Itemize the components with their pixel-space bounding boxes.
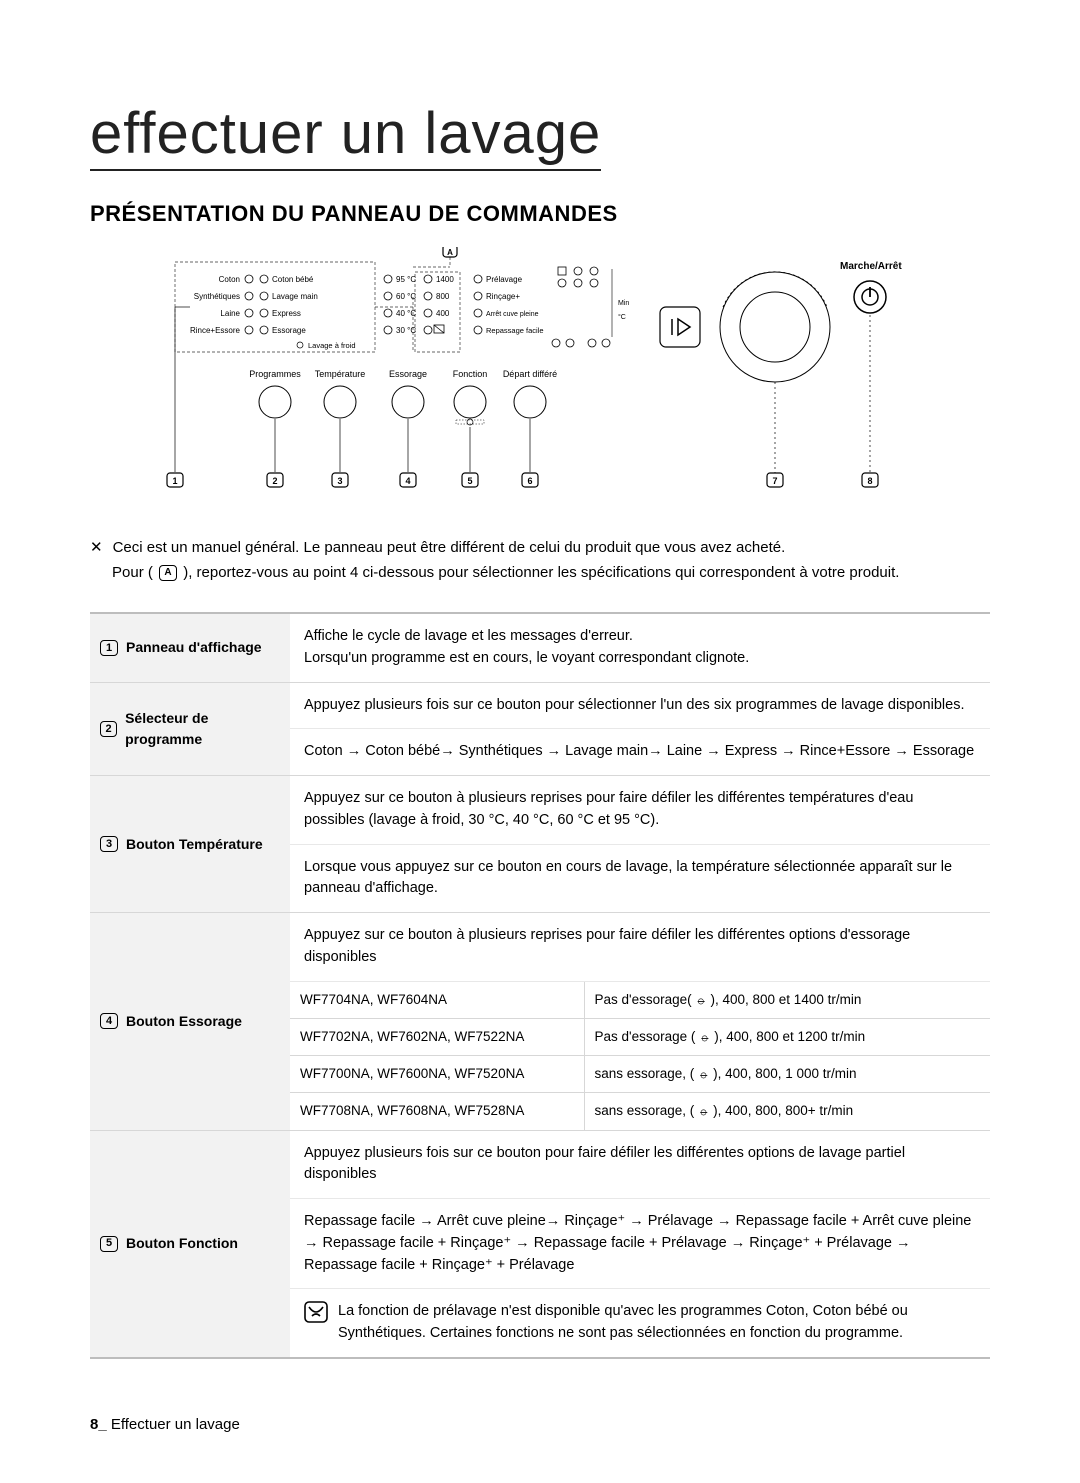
row-desc: Appuyez plusieurs fois sur ce bouton pou…	[290, 683, 990, 730]
note-icon	[304, 1301, 328, 1323]
svg-text:60 °C: 60 °C	[396, 292, 416, 301]
svg-text:3: 3	[337, 476, 342, 486]
svg-text:5: 5	[467, 476, 472, 486]
svg-text:95 °C: 95 °C	[396, 275, 416, 284]
page: effectuer un lavage PRÉSENTATION DU PANN…	[0, 0, 1080, 1483]
controls-table: 1 Panneau d'affichage Affiche le cycle d…	[90, 612, 990, 1359]
row-number: 4	[100, 1013, 118, 1029]
row-label: Sélecteur de programme	[125, 708, 280, 750]
svg-text:400: 400	[436, 309, 450, 318]
panel-note: ✕ Ceci est un manuel général. Le panneau…	[90, 537, 990, 584]
row-desc: Lorsque vous appuyez sur ce bouton en co…	[290, 845, 990, 913]
svg-text:°C: °C	[618, 313, 626, 321]
spin-models-table: WF7704NA, WF7604NAPas d'essorage( ⦵ ), 4…	[290, 982, 990, 1130]
table-row: 4 Bouton Essorage Appuyez sur ce bouton …	[90, 913, 990, 1131]
spin-cell: sans essorage, ( ⦵ ), 400, 800, 800+ tr/…	[584, 1093, 990, 1130]
svg-text:Lavage à froid: Lavage à froid	[308, 341, 356, 350]
svg-text:A: A	[447, 248, 453, 257]
svg-text:Laine: Laine	[220, 309, 240, 318]
row-desc: Affiche le cycle de lavage et les messag…	[290, 614, 990, 682]
svg-text:800: 800	[436, 292, 450, 301]
svg-text:Express: Express	[272, 309, 301, 318]
page-title: effectuer un lavage	[90, 100, 601, 171]
row-number: 5	[100, 1236, 118, 1252]
spin-cell: Pas d'essorage ( ⦵ ), 400, 800 et 1200 t…	[584, 1018, 990, 1055]
section-heading: PRÉSENTATION DU PANNEAU DE COMMANDES	[90, 201, 990, 227]
svg-text:8: 8	[867, 476, 872, 486]
svg-text:1: 1	[172, 476, 177, 486]
footer-text: Effectuer un lavage	[111, 1416, 240, 1433]
row-label: Bouton Essorage	[126, 1011, 242, 1032]
model-cell: WF7704NA, WF7604NA	[290, 982, 584, 1019]
row-label: Bouton Température	[126, 834, 263, 855]
svg-text:Essorage: Essorage	[272, 326, 306, 335]
control-panel-diagram: A Marche/Arrêt Coton Synthétiques Laine …	[90, 247, 990, 507]
svg-text:Prélavage: Prélavage	[486, 275, 523, 284]
svg-text:2: 2	[272, 476, 277, 486]
svg-text:Essorage: Essorage	[389, 369, 427, 379]
spin-cell: Pas d'essorage( ⦵ ), 400, 800 et 1400 tr…	[584, 982, 990, 1019]
row-label: Panneau d'affichage	[126, 637, 262, 658]
svg-text:Rince+Essore: Rince+Essore	[190, 326, 241, 335]
row-number: 1	[100, 640, 118, 656]
row-number: 2	[100, 721, 117, 737]
bullet-icon: ✕	[90, 537, 103, 560]
svg-text:4: 4	[405, 476, 410, 486]
row-desc: Appuyez sur ce bouton à plusieurs repris…	[290, 913, 990, 982]
tip-row: La fonction de prélavage n'est disponibl…	[304, 1301, 976, 1345]
svg-text:Lavage main: Lavage main	[272, 292, 318, 301]
model-cell: WF7700NA, WF7600NA, WF7520NA	[290, 1056, 584, 1093]
table-row: 5 Bouton Fonction Appuyez plusieurs fois…	[90, 1131, 990, 1357]
svg-text:Arrêt cuve pleine: Arrêt cuve pleine	[486, 311, 539, 318]
svg-text:Min: Min	[618, 300, 629, 307]
svg-text:Repassage facile: Repassage facile	[486, 326, 544, 335]
svg-text:Température: Température	[315, 369, 366, 379]
svg-text:Départ différé: Départ différé	[503, 369, 557, 379]
row-number: 3	[100, 836, 118, 852]
letter-a-box: A	[159, 565, 177, 581]
row-desc: Coton → Coton bébé→ Synthétiques → Lavag…	[290, 729, 990, 775]
svg-text:Fonction: Fonction	[453, 369, 488, 379]
table-row: 3 Bouton Température Appuyez sur ce bout…	[90, 776, 990, 913]
svg-text:Coton bébé: Coton bébé	[272, 275, 314, 284]
table-row: 2 Sélecteur de programme Appuyez plusieu…	[90, 683, 990, 777]
spin-cell: sans essorage, ( ⦵ ), 400, 800, 1 000 tr…	[584, 1056, 990, 1093]
page-footer: 8_ Effectuer un lavage	[90, 1416, 240, 1433]
svg-text:6: 6	[527, 476, 532, 486]
svg-text:40 °C: 40 °C	[396, 309, 416, 318]
svg-text:1400: 1400	[436, 275, 454, 284]
svg-text:7: 7	[772, 476, 777, 486]
svg-text:Coton: Coton	[219, 275, 240, 284]
row-label: Bouton Fonction	[126, 1233, 238, 1254]
footer-page-num: 8_	[90, 1416, 107, 1433]
svg-text:30 °C: 30 °C	[396, 326, 416, 335]
table-row: 1 Panneau d'affichage Affiche le cycle d…	[90, 614, 990, 683]
svg-text:Rinçage+: Rinçage+	[486, 292, 520, 301]
model-cell: WF7702NA, WF7602NA, WF7522NA	[290, 1018, 584, 1055]
tip-text: La fonction de prélavage n'est disponibl…	[338, 1301, 976, 1345]
row-desc: Appuyez sur ce bouton à plusieurs repris…	[290, 776, 990, 845]
model-cell: WF7708NA, WF7608NA, WF7528NA	[290, 1093, 584, 1130]
svg-text:Marche/Arrêt: Marche/Arrêt	[840, 261, 902, 272]
note-line2a: Pour (	[112, 564, 153, 581]
note-line2b: ), reportez-vous au point 4 ci-dessous p…	[183, 564, 899, 581]
note-line1: Ceci est un manuel général. Le panneau p…	[113, 537, 786, 560]
panel-svg: A Marche/Arrêt Coton Synthétiques Laine …	[160, 247, 920, 507]
row-desc: Appuyez plusieurs fois sur ce bouton pou…	[290, 1131, 990, 1200]
row-desc: Repassage facile → Arrêt cuve pleine→ Ri…	[290, 1199, 990, 1289]
svg-text:Programmes: Programmes	[249, 369, 301, 379]
svg-text:Synthétiques: Synthétiques	[194, 292, 240, 301]
